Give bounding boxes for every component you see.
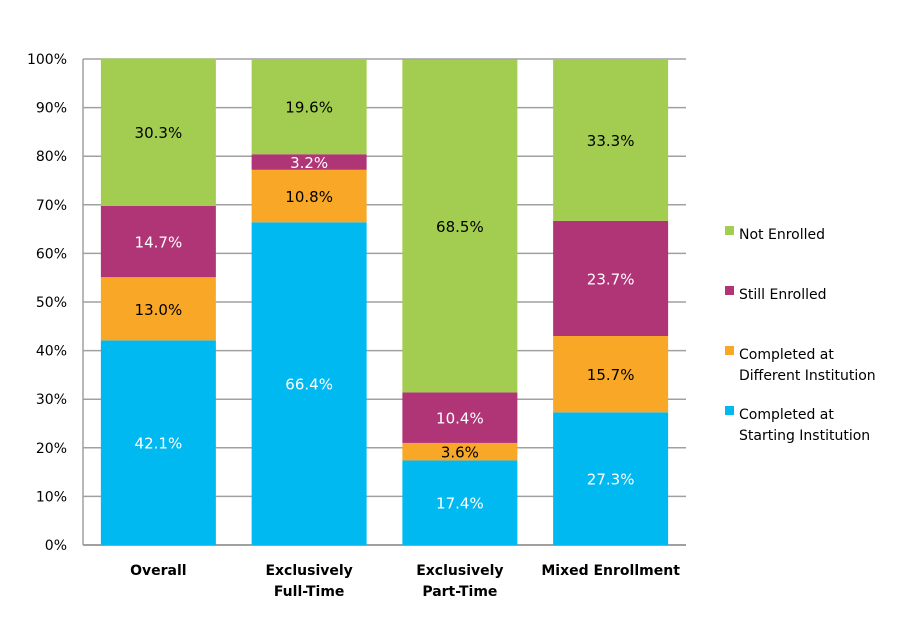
data-label: 14.7%: [135, 233, 183, 251]
y-tick-label: 90%: [36, 101, 67, 117]
data-label: 19.6%: [285, 99, 333, 117]
y-tick-label: 80%: [36, 149, 67, 165]
bar-segment: [251, 59, 367, 155]
x-tick-label: Part-Time: [422, 584, 497, 600]
bar-segment: [251, 222, 367, 545]
bar-segment: [553, 59, 669, 221]
data-label: 42.1%: [135, 435, 183, 453]
bar-segment: [251, 154, 367, 170]
data-label: 13.0%: [135, 301, 183, 319]
bar-segment: [402, 460, 518, 545]
legend-label: Different Institution: [739, 368, 876, 384]
x-tick-label: Full-Time: [274, 584, 345, 600]
legend-swatch: [725, 406, 734, 415]
data-label: 30.3%: [135, 124, 183, 142]
bar-segment: [553, 220, 669, 337]
bar-segment: [402, 392, 518, 443]
y-tick-label: 50%: [36, 295, 67, 311]
data-label: 27.3%: [587, 471, 635, 489]
bar-segment: [553, 336, 669, 413]
x-tick-label: Mixed Enrollment: [541, 563, 680, 579]
legend-label: Completed at: [739, 407, 834, 423]
bar-segment: [402, 59, 518, 393]
data-label: 33.3%: [587, 132, 635, 150]
data-label: 66.4%: [285, 376, 333, 394]
bar-segment: [100, 205, 216, 278]
y-tick-label: 20%: [36, 441, 67, 457]
bar-segment: [553, 412, 669, 545]
data-label: 10.4%: [436, 410, 484, 428]
data-label: 3.2%: [290, 154, 328, 172]
legend-label: Still Enrolled: [739, 287, 827, 303]
data-label: 10.8%: [285, 188, 333, 206]
x-tick-label: Overall: [130, 563, 186, 579]
y-tick-label: 70%: [36, 198, 67, 214]
y-tick-label: 10%: [36, 489, 67, 505]
bar-segment: [100, 58, 216, 206]
data-label: 3.6%: [441, 444, 479, 462]
data-label: 15.7%: [587, 366, 635, 384]
data-label: 68.5%: [436, 218, 484, 236]
legend-label: Starting Institution: [739, 428, 870, 444]
bar-segment: [402, 442, 518, 461]
y-tick-label: 100%: [27, 52, 67, 68]
data-label: 17.4%: [436, 495, 484, 513]
legend-swatch: [725, 226, 734, 235]
y-tick-label: 40%: [36, 344, 67, 360]
bar-segment: [100, 277, 216, 341]
x-tick-label: Exclusively: [416, 563, 503, 579]
legend-swatch: [725, 286, 734, 295]
y-tick-label: 0%: [45, 538, 67, 554]
data-label: 23.7%: [587, 270, 635, 288]
x-tick-label: Exclusively: [265, 563, 352, 579]
legend-label: Not Enrolled: [739, 227, 825, 243]
legend-swatch: [725, 346, 734, 355]
legend-label: Completed at: [739, 347, 834, 363]
bar-segment: [251, 169, 367, 223]
bar-segment: [100, 340, 216, 545]
y-tick-label: 60%: [36, 246, 67, 262]
y-tick-label: 30%: [36, 392, 67, 408]
